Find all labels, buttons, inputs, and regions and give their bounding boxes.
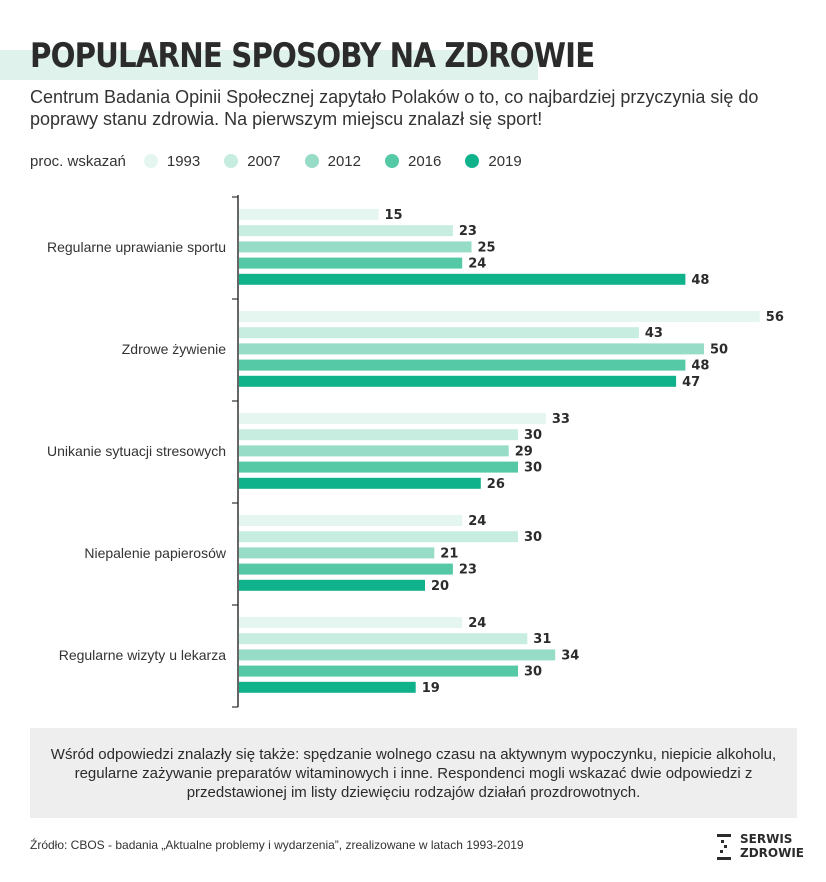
data-label: 19 xyxy=(422,681,440,696)
bar xyxy=(239,681,416,693)
data-label: 26 xyxy=(487,477,505,492)
data-label: 30 xyxy=(524,665,542,680)
data-label: 24 xyxy=(468,257,486,272)
legend-label-2007: 2007 xyxy=(247,152,281,170)
data-label: 50 xyxy=(710,342,728,357)
category-label: Zdrowe żywienie xyxy=(122,341,226,357)
bar xyxy=(239,225,453,237)
bar xyxy=(239,477,481,489)
bar xyxy=(239,649,556,661)
legend-label-2019: 2019 xyxy=(488,152,522,170)
data-label: 47 xyxy=(682,375,700,390)
bar xyxy=(239,413,546,424)
category-label: Niepalenie papierosów xyxy=(84,545,227,561)
legend-swatch-2016 xyxy=(385,154,399,168)
bar xyxy=(239,209,379,220)
data-label: 25 xyxy=(478,240,496,255)
data-label: 34 xyxy=(561,648,579,663)
legend-item-2007: 2007 xyxy=(224,152,281,170)
logo-line-2: ZDROWIE xyxy=(740,846,805,860)
legend-label-2016: 2016 xyxy=(408,152,442,170)
data-label: 48 xyxy=(691,359,709,374)
data-label: 30 xyxy=(524,530,542,545)
bar xyxy=(239,375,677,387)
bar xyxy=(239,563,453,575)
bar xyxy=(239,531,518,543)
legend-item-2016: 2016 xyxy=(385,153,441,170)
legend-item-2019: 2019 xyxy=(465,152,522,170)
bar xyxy=(239,273,686,285)
data-label: 48 xyxy=(691,273,709,288)
data-label: 30 xyxy=(524,461,542,476)
data-label: 24 xyxy=(468,514,486,529)
data-label: 23 xyxy=(459,224,477,239)
bar xyxy=(239,579,425,591)
legend-swatch-1993 xyxy=(143,154,158,168)
bar xyxy=(239,445,509,457)
legend-item-2012: 2012 xyxy=(304,152,361,170)
bar xyxy=(239,633,528,645)
data-label: 56 xyxy=(766,310,784,325)
bar xyxy=(239,665,518,677)
bar xyxy=(239,311,760,322)
legend-item-1993: 1993 xyxy=(143,152,201,170)
bar-chart: Regularne uprawianie sportu1523252448Zdr… xyxy=(47,195,784,708)
subtitle: Centrum Badania Opinii Społecznej zapyta… xyxy=(30,87,759,129)
title-highlight xyxy=(0,50,538,80)
bar xyxy=(239,241,472,253)
legend-label-2012: 2012 xyxy=(327,152,361,170)
bar xyxy=(239,617,463,628)
bar xyxy=(239,359,686,371)
logo-text: SERWIS ZDROWIE xyxy=(740,832,804,860)
category-label: Regularne uprawianie sportu xyxy=(47,239,226,255)
legend-title: proc. wskazań xyxy=(30,152,126,170)
data-label: 20 xyxy=(431,579,449,594)
bar xyxy=(239,429,518,441)
bar xyxy=(239,547,435,559)
legend-swatch-2012 xyxy=(304,154,319,168)
data-label: 30 xyxy=(524,428,542,443)
note-text: Wśród odpowiedzi znalazły się także: spę… xyxy=(50,745,777,801)
logo-line-1: SERWIS xyxy=(740,832,793,846)
note-box: Wśród odpowiedzi znalazły się także: spę… xyxy=(30,728,797,818)
title-block: POPULARNE SPOSOBY NA ZDROWIE xyxy=(0,36,595,82)
category-label: Regularne wizyty u lekarza xyxy=(59,647,227,663)
bar xyxy=(239,515,463,526)
data-label: 24 xyxy=(468,616,486,631)
legend-label-1993: 1993 xyxy=(166,152,201,170)
page-title: POPULARNE SPOSOBY NA ZDROWIE xyxy=(30,36,595,76)
data-label: 21 xyxy=(440,546,458,561)
data-label: 33 xyxy=(552,412,570,427)
legend: proc. wskazań 1993 2007 2012 2016 2019 xyxy=(30,150,546,172)
data-label: 31 xyxy=(533,632,551,647)
category-label: Unikanie sytuacji stresowych xyxy=(47,443,226,459)
data-label: 29 xyxy=(515,444,533,459)
data-label: 15 xyxy=(385,208,403,223)
bar xyxy=(239,343,704,355)
source-text: Źródło: CBOS - badania „Aktualne problem… xyxy=(30,838,524,852)
bar xyxy=(239,327,639,339)
bar xyxy=(239,461,518,473)
bar xyxy=(239,257,463,269)
data-label: 43 xyxy=(645,326,663,341)
serwis-zdrowie-logo: SERWIS ZDROWIE xyxy=(716,830,806,864)
legend-swatch-2019 xyxy=(465,154,480,168)
legend-swatch-2007 xyxy=(224,154,239,168)
logo-mark-icon xyxy=(717,834,731,860)
data-label: 23 xyxy=(459,563,477,578)
